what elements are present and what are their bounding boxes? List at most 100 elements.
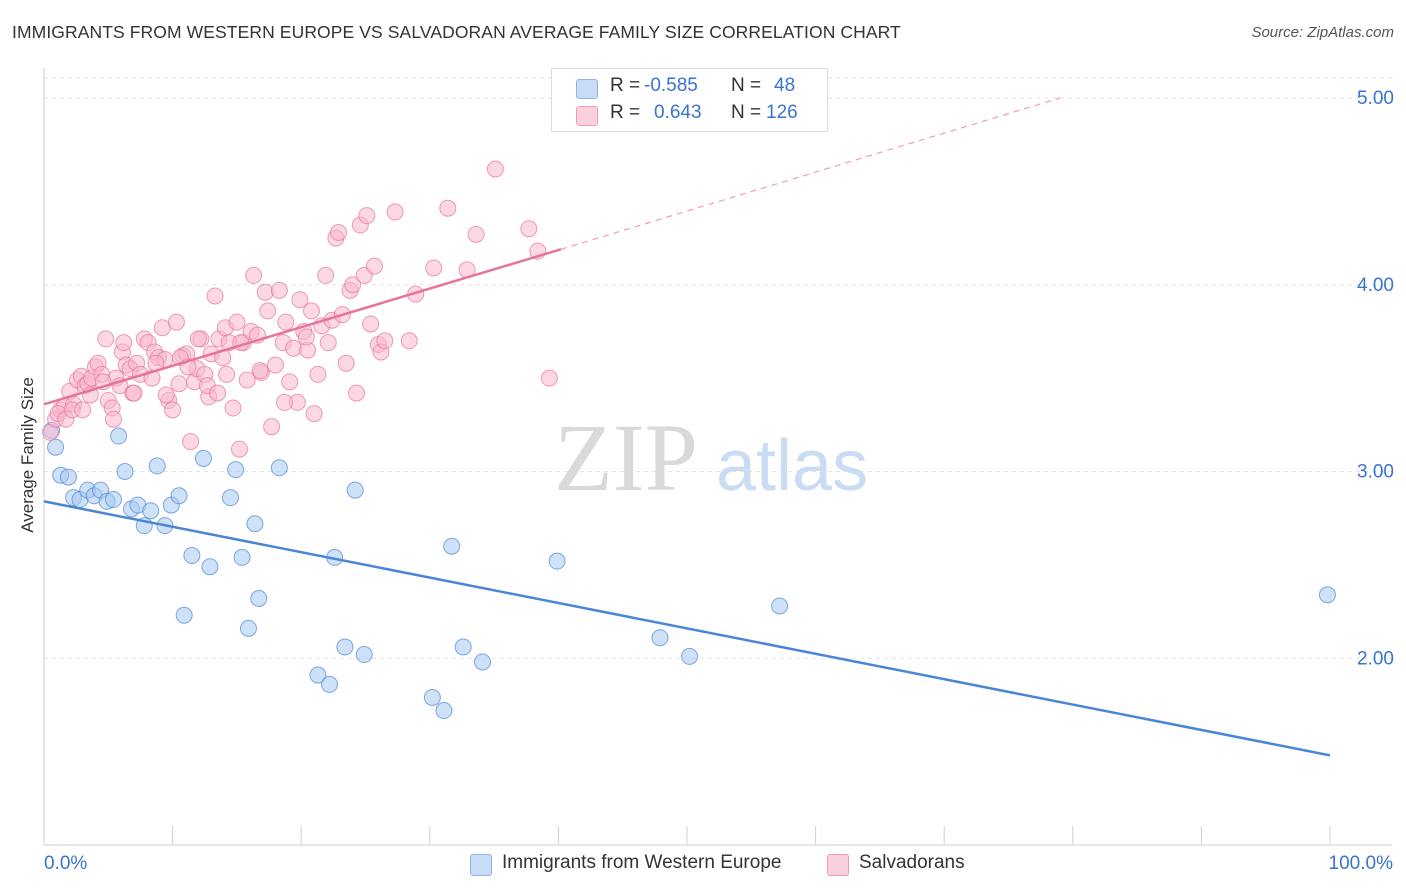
data-point <box>376 332 394 350</box>
data-point <box>189 330 207 348</box>
data-point <box>651 629 669 647</box>
data-point <box>386 203 404 221</box>
data-point <box>104 410 122 428</box>
x-tick-label-min: 0.0% <box>44 853 87 874</box>
data-point <box>474 653 492 671</box>
data-point <box>194 449 212 467</box>
data-point <box>239 619 257 637</box>
watermark-atlas: atlas <box>716 426 868 506</box>
data-point <box>233 548 251 566</box>
data-point <box>227 461 245 479</box>
data-point <box>681 647 699 665</box>
data-point <box>97 330 115 348</box>
trend-line-salvadorans <box>43 248 562 406</box>
data-point <box>167 313 185 331</box>
data-point <box>182 433 200 451</box>
data-point <box>1318 586 1336 604</box>
data-point <box>362 315 380 333</box>
data-point <box>116 463 134 481</box>
data-point <box>209 384 227 402</box>
data-point <box>305 405 323 423</box>
data-point <box>256 283 274 301</box>
data-point <box>250 589 268 607</box>
data-point <box>439 199 457 217</box>
trend-line-extension <box>560 97 1061 250</box>
axes <box>43 68 1392 846</box>
data-point <box>175 606 193 624</box>
data-point <box>309 365 327 383</box>
data-point <box>275 393 293 411</box>
x-tick-label-max: 100.0% <box>1329 853 1394 874</box>
bottom-legend-swatch-salvadorans <box>827 854 849 876</box>
data-point <box>336 638 354 656</box>
data-point <box>148 457 166 475</box>
grid-lines <box>44 77 1392 659</box>
y-tick-label: 3.00 <box>1357 462 1394 483</box>
data-point <box>74 401 92 419</box>
data-point <box>115 334 133 352</box>
data-point <box>435 702 453 720</box>
data-point <box>467 225 485 243</box>
legend-n-label: N = <box>731 102 762 123</box>
data-point <box>540 369 558 387</box>
bottom-legend-label-western-europe: Immigrants from Western Europe <box>502 852 782 873</box>
data-points <box>41 160 1336 720</box>
data-point <box>251 362 269 380</box>
data-point <box>423 688 441 706</box>
legend-n-value: 48 <box>774 75 796 96</box>
data-point <box>263 418 281 436</box>
data-point <box>486 160 504 178</box>
data-point <box>329 223 347 241</box>
trend-lines <box>43 97 1331 757</box>
data-point <box>266 356 284 374</box>
legend-swatch-western-europe <box>576 79 598 99</box>
data-point <box>47 438 65 456</box>
trend-line-western-europe <box>43 500 1331 757</box>
data-point <box>309 666 327 684</box>
series-salvadorans <box>41 160 558 458</box>
data-point <box>245 266 263 284</box>
chart-title: IMMIGRANTS FROM WESTERN EUROPE VS SALVAD… <box>12 22 901 42</box>
data-point <box>400 332 418 350</box>
legend-n-value: 126 <box>766 102 798 123</box>
data-point <box>443 537 461 555</box>
data-point <box>170 487 188 505</box>
data-point <box>142 502 160 520</box>
data-point <box>277 313 295 331</box>
data-point <box>201 558 219 576</box>
data-point <box>170 375 188 393</box>
data-point <box>320 675 338 693</box>
legend-swatch-salvadorans <box>576 106 598 126</box>
data-point <box>270 459 288 477</box>
correlation-legend: R = -0.585 N = 48 R = 0.643 N = 126 <box>551 68 828 132</box>
data-point <box>346 481 364 499</box>
data-point <box>548 552 566 570</box>
data-point <box>771 597 789 615</box>
legend-r-value: -0.585 <box>644 75 698 96</box>
data-point <box>281 373 299 391</box>
data-point <box>366 257 384 275</box>
y-tick-label: 4.00 <box>1357 275 1394 296</box>
data-point <box>238 371 256 389</box>
data-point <box>291 291 309 309</box>
legend-r-value: 0.643 <box>654 102 702 123</box>
data-point <box>59 468 77 486</box>
bottom-legend-swatch-western-europe <box>470 854 492 876</box>
legend-r-label: R = <box>610 75 641 96</box>
data-point <box>206 287 224 305</box>
data-point <box>425 259 443 277</box>
data-point <box>221 489 239 507</box>
legend-r-label: R = <box>610 102 641 123</box>
data-point <box>520 220 538 238</box>
data-point <box>228 313 246 331</box>
data-point <box>224 399 242 417</box>
tick-labels: 2.00 3.00 4.00 5.00 0.0% 100.0% <box>44 88 1394 874</box>
data-point <box>230 440 248 458</box>
data-point <box>183 547 201 565</box>
y-tick-label: 5.00 <box>1357 88 1394 109</box>
source-label: Source: ZipAtlas.com <box>1251 24 1394 41</box>
data-point <box>319 334 337 352</box>
watermark: ZIP atlas <box>554 404 868 511</box>
data-point <box>246 515 264 533</box>
